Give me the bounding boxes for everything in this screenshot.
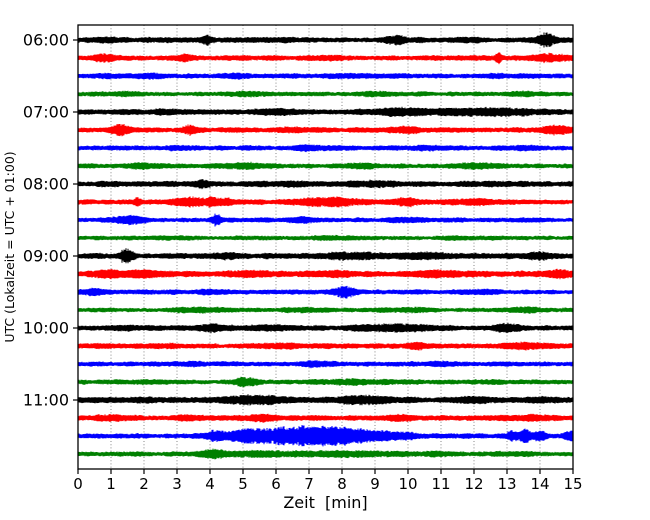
trace-10:30 — [77, 360, 574, 369]
x-tick-label: 2 — [139, 475, 149, 493]
x-tick-label: 6 — [271, 475, 281, 493]
x-axis: 0 1 2 3 4 5 6 7 8 9 10 11 12 13 14 15 — [73, 469, 583, 493]
x-tick-label: 10 — [398, 475, 417, 493]
gridlines — [110, 25, 541, 469]
x-tick-label: 8 — [337, 475, 347, 493]
trace-11:15 — [77, 413, 574, 423]
trace-08:30 — [77, 213, 574, 227]
trace-10:00 — [77, 322, 574, 334]
trace-07:45 — [77, 161, 574, 170]
trace-09:30 — [77, 285, 574, 299]
trace-11:45 — [77, 448, 574, 460]
trace-09:00 — [77, 248, 574, 264]
trace-06:45 — [77, 90, 574, 98]
trace-09:15 — [77, 268, 574, 280]
trace-07:15 — [77, 124, 574, 137]
trace-08:15 — [77, 196, 574, 208]
x-tick-label: 12 — [464, 475, 483, 493]
trace-10:15 — [77, 341, 574, 351]
x-tick-label: 15 — [563, 475, 582, 493]
y-tick-label: 06:00 — [23, 31, 69, 50]
trace-06:30 — [77, 72, 574, 80]
trace-11:00 — [77, 394, 574, 406]
trace-07:30 — [77, 144, 574, 153]
trace-11:30 — [77, 425, 574, 447]
y-axis: 06:00 07:00 08:00 09:00 10:00 11:00 — [23, 31, 78, 410]
trace-09:45 — [77, 306, 574, 314]
y-tick-label: 09:00 — [23, 247, 69, 266]
trace-07:00 — [77, 106, 574, 118]
x-axis-label: Zeit [min] — [283, 493, 367, 512]
trace-08:45 — [77, 234, 574, 242]
x-tick-label: 0 — [73, 475, 83, 493]
y-tick-label: 07:00 — [23, 103, 69, 122]
x-tick-label: 14 — [530, 475, 549, 493]
trace-10:45 — [77, 376, 574, 388]
y-tick-label: 10:00 — [23, 319, 69, 338]
x-tick-label: 7 — [304, 475, 314, 493]
x-tick-label: 1 — [106, 475, 116, 493]
x-tick-label: 9 — [370, 475, 380, 493]
trace-06:15 — [77, 52, 574, 65]
y-tick-label: 11:00 — [23, 391, 69, 410]
seismic-traces — [77, 32, 574, 460]
y-axis-label: UTC (Lokalzeit = UTC + 01:00) — [2, 151, 17, 342]
x-tick-label: 3 — [172, 475, 182, 493]
x-tick-label: 13 — [497, 475, 516, 493]
plot-frame — [77, 24, 574, 470]
trace-06:00 — [77, 32, 574, 48]
x-tick-label: 4 — [205, 475, 215, 493]
trace-08:00 — [77, 179, 574, 190]
y-tick-label: 08:00 — [23, 175, 69, 194]
x-tick-label: 11 — [431, 475, 450, 493]
x-tick-label: 5 — [238, 475, 248, 493]
